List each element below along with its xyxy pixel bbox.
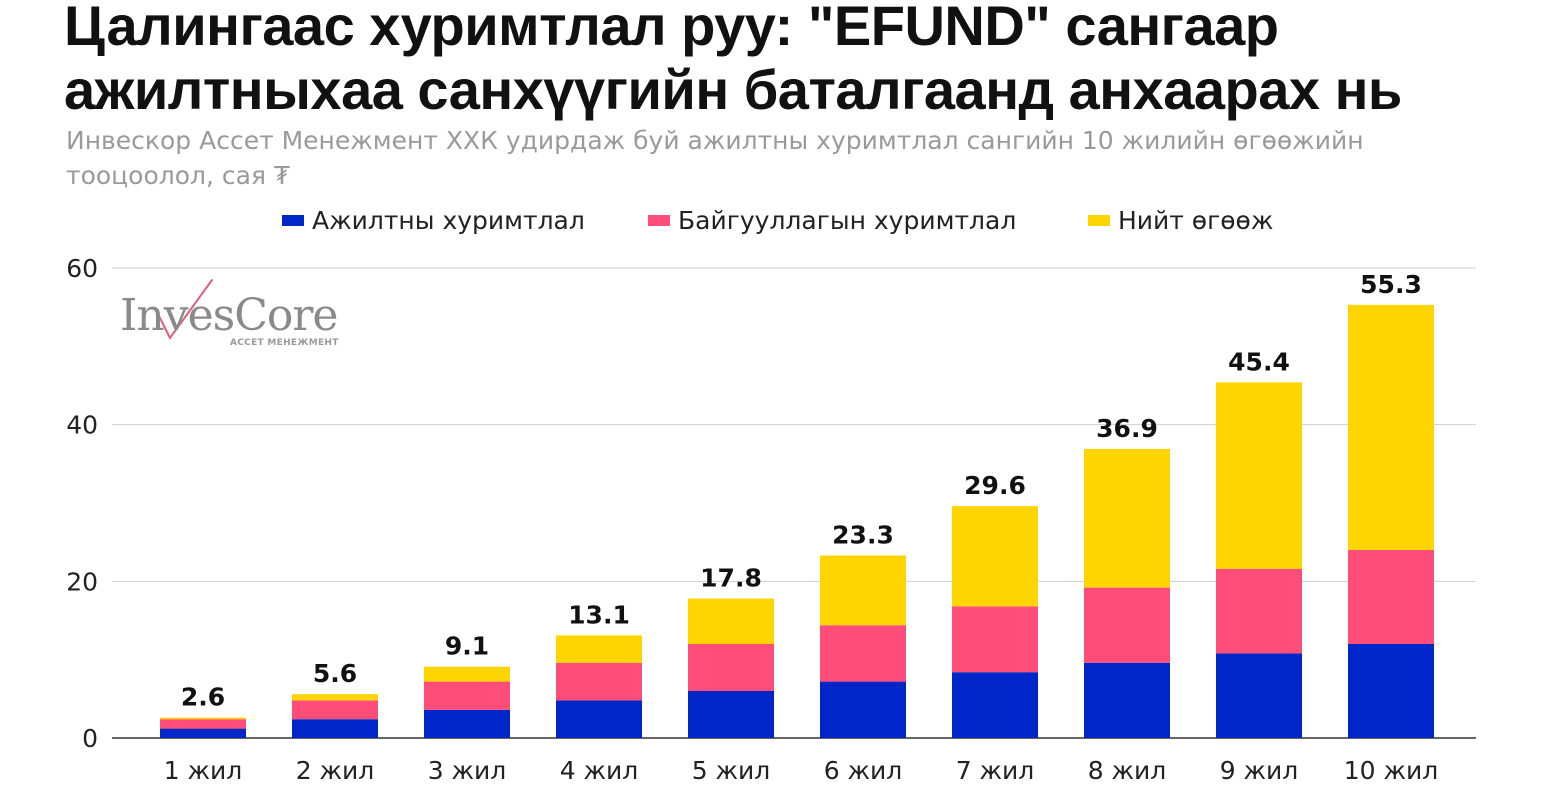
logo-check-icon	[157, 279, 213, 340]
legend-swatch-employee	[282, 215, 304, 226]
legend-swatch-return	[1088, 215, 1110, 226]
bar-return-9	[1216, 382, 1302, 569]
x-tick-label-10: 10 жил	[1344, 756, 1439, 785]
chart-title: Цалингаас хуримтлал руу: "EFUND" сангаар…	[64, 0, 1402, 121]
bar-employee-2	[292, 719, 378, 738]
bar-organization-8	[1084, 587, 1170, 663]
bar-organization-7	[952, 606, 1038, 673]
x-tick-label-2: 2 жил	[296, 756, 375, 785]
x-tick-label-9: 9 жил	[1220, 756, 1299, 785]
total-label-6: 23.3	[832, 520, 894, 549]
total-label-7: 29.6	[964, 471, 1026, 500]
bar-organization-10	[1348, 550, 1434, 644]
total-label-1: 2.6	[181, 683, 225, 712]
legend-label-organization: Байгууллагын хуримтлал	[678, 206, 1017, 235]
legend-item-employee: Ажилтны хуримтлал	[282, 206, 585, 235]
x-tick-label-1: 1 жил	[164, 756, 243, 785]
bar-employee-8	[1084, 662, 1170, 738]
legend-swatch-organization	[648, 215, 670, 226]
total-label-4: 13.1	[568, 600, 630, 629]
total-label-2: 5.6	[313, 659, 357, 688]
chart-subtitle: Инвескор Ассет Менежмент ХХК удирдаж буй…	[66, 126, 1364, 190]
x-tick-label-7: 7 жил	[956, 756, 1035, 785]
y-tick-label-0: 0	[82, 724, 98, 753]
logo-wordmark: InvesCore	[120, 290, 338, 341]
y-tick-label-20: 20	[66, 567, 98, 596]
total-label-8: 36.9	[1096, 414, 1158, 443]
bar-employee-4	[556, 700, 642, 738]
bar-return-6	[820, 555, 906, 626]
bar-organization-4	[556, 662, 642, 701]
total-label-5: 17.8	[700, 564, 762, 593]
bar-organization-2	[292, 700, 378, 720]
bar-employee-1	[160, 728, 246, 738]
bar-return-1	[160, 717, 246, 720]
legend-item-return: Нийт өгөөж	[1088, 206, 1273, 235]
x-tick-label-4: 4 жил	[560, 756, 639, 785]
bar-return-4	[556, 635, 642, 663]
bar-employee-10	[1348, 644, 1434, 738]
bar-employee-6	[820, 681, 906, 738]
logo-subtext: АССЕТ МЕНЕЖМЕНТ	[230, 338, 339, 348]
bar-employee-3	[424, 709, 510, 738]
bar-return-2	[292, 694, 378, 701]
x-tick-label-8: 8 жил	[1088, 756, 1167, 785]
y-tick-label-40: 40	[66, 411, 98, 440]
legend: Ажилтны хуримтлал Байгууллагын хуримтлал…	[0, 206, 1556, 236]
bar-organization-5	[688, 644, 774, 691]
total-label-3: 9.1	[445, 632, 489, 661]
total-label-10: 55.3	[1360, 270, 1422, 299]
bar-organization-9	[1216, 568, 1302, 654]
legend-label-employee: Ажилтны хуримтлал	[312, 206, 585, 235]
x-tick-label-5: 5 жил	[692, 756, 771, 785]
bar-organization-6	[820, 625, 906, 682]
x-tick-label-6: 6 жил	[824, 756, 903, 785]
bar-return-3	[424, 666, 510, 682]
total-label-9: 45.4	[1228, 347, 1290, 376]
bar-employee-9	[1216, 653, 1302, 738]
bar-organization-1	[160, 719, 246, 729]
invescore-logo: InvesCore АССЕТ МЕНЕЖМЕНТ	[120, 276, 340, 356]
bar-employee-5	[688, 691, 774, 738]
legend-label-return: Нийт өгөөж	[1118, 206, 1274, 235]
bar-return-7	[952, 506, 1038, 607]
y-tick-label-60: 60	[66, 254, 98, 283]
bar-employee-7	[952, 672, 1038, 738]
bar-return-10	[1348, 304, 1434, 550]
x-tick-label-3: 3 жил	[428, 756, 507, 785]
legend-item-organization: Байгууллагын хуримтлал	[648, 206, 1016, 235]
bar-organization-3	[424, 681, 510, 710]
bar-return-8	[1084, 448, 1170, 588]
bar-return-5	[688, 598, 774, 644]
